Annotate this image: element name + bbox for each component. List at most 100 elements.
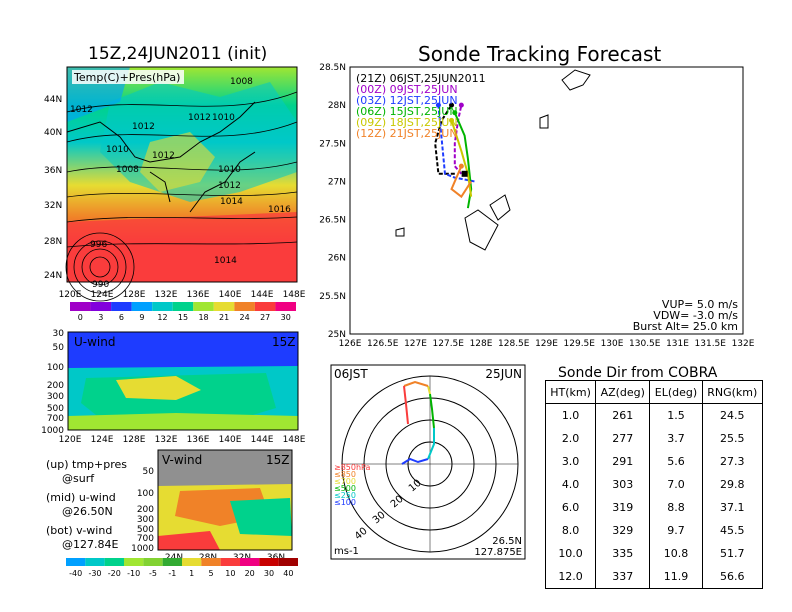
track-endpoint [458, 163, 464, 169]
track-line [437, 105, 475, 183]
lon-label: 128.5E [498, 339, 530, 349]
lon-label: 131.5E [695, 339, 727, 349]
vdw-label: VDW= -3.0 m/s [653, 309, 738, 322]
lon-label: 130E [601, 339, 624, 349]
table-cell: 261 [595, 403, 650, 427]
y-label: 700 [47, 414, 64, 424]
colorbar-swatch [220, 558, 240, 566]
vwind-time: 15Z [266, 453, 290, 467]
table-row: 2.0 277 3.7 25.5 [546, 427, 762, 450]
colorbar-label: -10 [127, 569, 140, 578]
y-label: 50 [143, 467, 155, 477]
y-label: 300 [47, 392, 64, 402]
table-row: 1.0 261 1.5 24.5 [546, 403, 762, 427]
colorbar-swatch [172, 302, 194, 311]
warm-land-region [140, 132, 215, 192]
table-cell: 277 [595, 427, 650, 450]
burst-alt-label: Burst Alt= 25.0 km [633, 320, 738, 333]
isobar-label: 1014 [220, 197, 243, 207]
vwind-frame [157, 449, 293, 551]
lon-label: 124E [91, 290, 114, 300]
colorbar-swatch [104, 558, 124, 566]
colorbar-label: 15 [178, 313, 188, 322]
table-cell: 11.9 [649, 565, 702, 588]
colorbar-label: -5 [149, 569, 157, 578]
lon-label: 136E [187, 290, 210, 300]
lon-label: 120E [59, 290, 82, 300]
level-legend-entry: ≥850hPa [334, 463, 371, 472]
colorbar-label: 3 [98, 313, 103, 322]
table-cell: 291 [595, 450, 650, 473]
colorbar-label: 30 [264, 569, 274, 578]
colorbar-swatch [254, 302, 276, 311]
island [464, 209, 499, 251]
lon-label: 140E [219, 290, 242, 300]
lat-label: 26N [328, 254, 346, 264]
level-legend-entry: ≤250 [334, 491, 356, 500]
tracking-title: Sonde Tracking Forecast [418, 42, 662, 66]
vwind-low-jet [158, 531, 220, 550]
isobar-label: 1012 [70, 105, 93, 115]
x-label: 128E [123, 435, 146, 444]
lat-label: 44N [44, 95, 62, 105]
isobar-label: 1014 [214, 256, 237, 266]
lon-label: 128E [123, 290, 146, 300]
tropical-region [67, 212, 297, 282]
colorbar-label: 20 [245, 569, 255, 578]
vup-label: VUP= 5.0 m/s [662, 298, 738, 311]
table-cell: 303 [595, 473, 650, 496]
colorbar-swatch [70, 302, 91, 311]
table-cell: 1.5 [649, 403, 702, 427]
colorbar-label: 5 [208, 569, 213, 578]
table-cell: 6.0 [561, 501, 580, 514]
table-cell: 10.0 [558, 547, 583, 560]
uwind-frame [67, 331, 299, 431]
colorbar-swatch [111, 302, 132, 311]
hodo-segment [427, 385, 431, 395]
colorbar-swatch [193, 302, 214, 311]
lat-label: 25N [328, 330, 346, 340]
table-cell: 24.5 [701, 403, 762, 427]
uwind-jet-core [116, 376, 201, 400]
uwind-time: 15Z [272, 335, 296, 349]
table-cell: 7.0 [649, 473, 702, 496]
uwind-low-region [68, 413, 298, 430]
note-mid-2: @26.50N [62, 505, 113, 518]
lon-label: 129.5E [564, 339, 596, 349]
sonde-table-box: HT(km) AZ(deg) EL(deg) RNG(km) 1.0 261 1.5… [545, 380, 763, 589]
level-legend-entry: ≤500 [334, 484, 356, 493]
hodo-segment [429, 393, 435, 429]
surface-lat-labels: 44N 40N 36N 32N 28N 24N [44, 95, 62, 281]
track-endpoint [449, 102, 455, 108]
tracking-legend: (21Z) 06JST,25JUN2011(00Z) 09JST,25JUN(0… [356, 72, 486, 140]
colorbar-label: -20 [108, 569, 121, 578]
table-cell: 45.5 [701, 519, 762, 542]
table-cell: 337 [595, 565, 650, 588]
table-cell: 2.0 [561, 432, 580, 445]
isobar-label: 1008 [230, 77, 253, 87]
colorbar-swatch [152, 302, 173, 311]
y-label: 1000 [41, 426, 64, 436]
y-label: 500 [47, 404, 64, 414]
y-label: 300 [137, 515, 154, 525]
surface-lon-labels: 120E 124E 128E 132E 136E 140E 144E 148E [59, 290, 306, 300]
table-cell: 56.6 [701, 565, 762, 588]
surface-map: Temp(C)+Pres(hPa) 44N 40N 36N 32N 28N 24… [44, 66, 306, 322]
table-cell: 1.0 [561, 409, 580, 422]
note-bot-2: @127.84E [62, 538, 119, 551]
hodo-lat: 26.5N [492, 536, 522, 547]
y-label: 100 [137, 489, 154, 499]
note-bot: (bot) v-wind [46, 524, 113, 537]
lat-label: 27.5N [319, 139, 346, 149]
colorbar-label: 21 [219, 313, 229, 322]
track-endpoint [449, 117, 455, 123]
track-endpoint [435, 102, 441, 108]
table-cell: 319 [595, 496, 650, 519]
isobar-label: 1010 [218, 165, 241, 175]
track-line [450, 165, 473, 199]
hodo-date: 25JUN [485, 367, 522, 381]
x-label: 132E [155, 435, 178, 444]
hodo-units: ms-1 [334, 546, 359, 557]
lat-label: 28N [328, 101, 346, 111]
